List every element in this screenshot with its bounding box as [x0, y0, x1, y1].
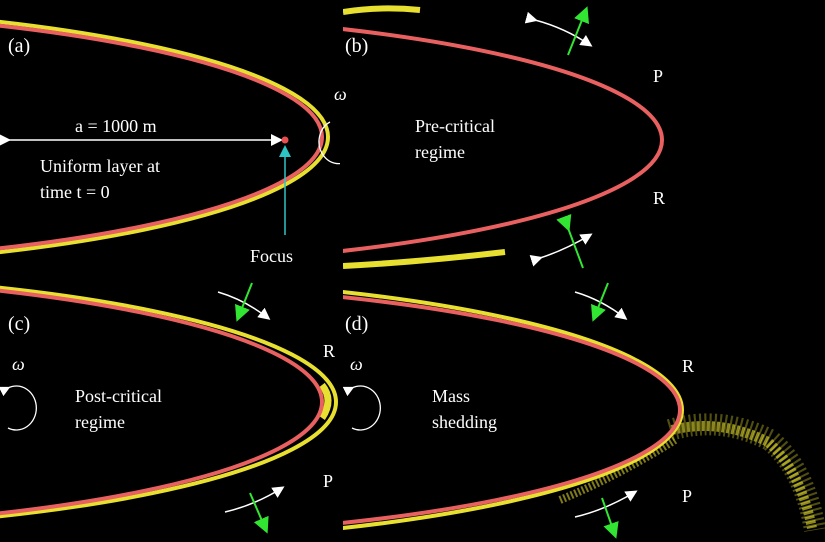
point-label: P — [323, 471, 333, 491]
panel-label: (d) — [345, 313, 368, 335]
caption: Pre-critical — [415, 116, 495, 136]
dimension: a = 1000 m — [75, 116, 157, 136]
point-label: P — [682, 486, 692, 506]
caption: time t = 0 — [40, 182, 110, 202]
caption: regime — [415, 142, 465, 162]
layer — [343, 8, 420, 12]
caption: Mass — [432, 386, 470, 406]
focus-label: Focus — [250, 246, 293, 266]
point-label: R — [323, 341, 335, 361]
omega: ω — [334, 84, 347, 104]
point-label: P — [653, 66, 663, 86]
point-label: R — [682, 356, 694, 376]
background — [0, 0, 825, 542]
omega: ω — [12, 354, 25, 374]
caption: Post-critical — [75, 386, 162, 406]
panel-label: (b) — [345, 35, 368, 57]
figure: (a) a = 1000 m Uniform layer at time t =… — [0, 0, 825, 542]
panel-label: (c) — [8, 313, 30, 335]
focus-dot — [282, 137, 289, 144]
caption: shedding — [432, 412, 497, 432]
omega: ω — [350, 354, 363, 374]
caption: regime — [75, 412, 125, 432]
caption: Uniform layer at — [40, 156, 160, 176]
panel-label: (a) — [8, 35, 30, 57]
point-label: R — [653, 188, 665, 208]
